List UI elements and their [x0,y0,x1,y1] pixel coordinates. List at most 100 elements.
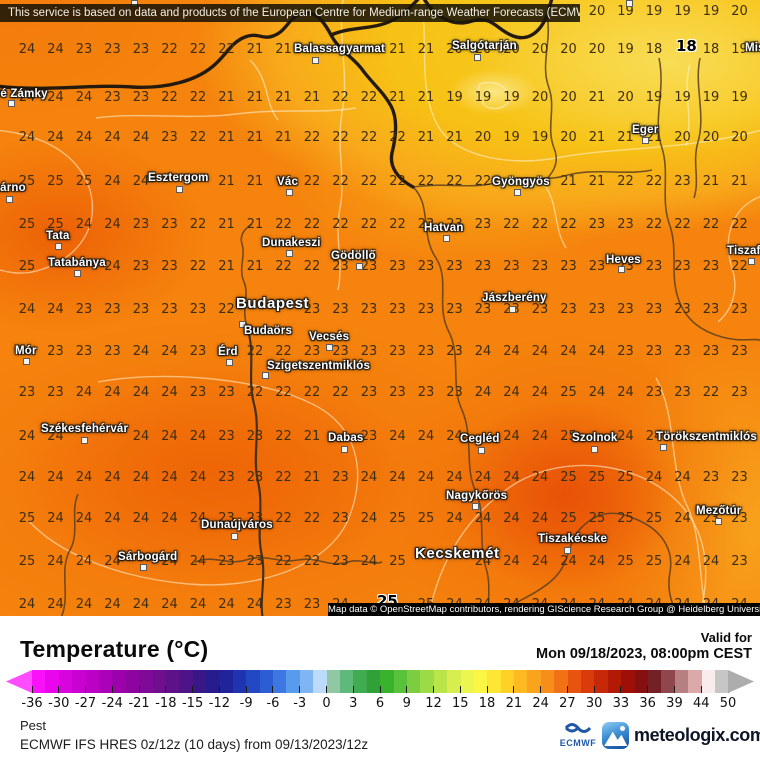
temp-value: 24 [360,511,378,526]
temp-value: 25 [560,470,577,485]
temp-value: 23 [360,385,378,400]
temp-value: 22 [218,42,235,57]
temp-value: 23 [132,302,150,317]
city-label: Nové Zámky [0,88,48,100]
temp-value: 21 [246,90,264,105]
temp-value: 21 [303,470,321,485]
temp-value: 23 [617,302,634,317]
temp-value: 24 [104,217,121,232]
city-marker [642,137,649,144]
temp-value: 19 [617,4,634,19]
temp-value: 22 [702,385,720,400]
temp-value: 24 [132,597,150,612]
temp-value: 24 [75,217,93,232]
city-label: Eger [632,124,659,136]
temp-value: 23 [617,344,634,359]
temp-value: 20 [531,90,549,105]
colorbar-strip [500,670,515,693]
temp-value: 21 [588,130,606,145]
city-marker [226,359,233,366]
temp-value: 22 [189,90,207,105]
colorbar-tick-label: -9 [239,696,253,711]
temp-value: 23 [446,217,463,232]
ecmwf-logo-text: ECMWF [559,738,597,748]
attribution-text: Map data © OpenStreetMap contributors, r… [328,604,760,615]
colorbar-strip [32,670,46,693]
meteologix-logo: meteologix.com [602,722,760,749]
temp-value: 24 [218,597,235,612]
temp-value: 23 [474,259,492,274]
temp-value: 22 [503,217,520,232]
temp-value: 24 [75,470,93,485]
city-label: Hatvan [424,222,464,234]
temp-value: 23 [560,302,577,317]
temp-value: 24 [18,597,36,612]
temp-value: 24 [18,470,36,485]
colorbar-strip [72,670,86,693]
temp-value: 24 [531,344,549,359]
temp-value: 23 [389,385,406,400]
colorbar-tick-label: -18 [155,696,177,711]
temp-value: 24 [132,385,150,400]
valid-time-value: Mon 09/18/2023, 08:00pm CEST [536,646,752,662]
temp-value: 23 [645,302,663,317]
temp-value: 22 [731,259,748,274]
temp-value: 19 [617,42,634,57]
colorbar-strip [661,670,675,693]
temp-value: 22 [161,90,178,105]
city-label: Esztergom [148,172,209,184]
city-label: Tiszakécske [538,533,608,545]
colorbar-strip [621,670,635,693]
colorbar-strip [420,670,434,693]
temp-value: 24 [474,344,492,359]
temp-value: 24 [189,429,207,444]
temp-value: 24 [189,554,207,569]
city-marker [55,243,62,250]
colorbar-strips [31,670,729,693]
temp-value: 24 [75,90,93,105]
temp-value: 21 [617,130,634,145]
temp-value: 25 [18,174,36,189]
temp-value: 20 [474,130,492,145]
colorbar-tick [245,686,247,693]
temp-value: 22 [332,217,349,232]
temp-value: 23 [75,344,93,359]
temp-value: 23 [332,511,349,526]
temp-value: 24 [189,470,207,485]
city-label: Budapest [236,295,310,312]
colorbar-strip [286,670,300,693]
temp-value: 24 [104,259,121,274]
temp-value: 19 [674,90,691,105]
city-marker [626,0,633,7]
temp-value: 20 [588,42,606,57]
colorbar-strip [339,670,354,693]
temp-value: 25 [617,554,634,569]
temp-value: 20 [731,130,748,145]
temp-value: 23 [588,217,606,232]
city-label: Szigetszentmiklós [267,360,371,372]
temp-value: 21 [417,90,435,105]
temp-value: 24 [531,385,549,400]
colorbar-tick-label: 0 [322,696,331,711]
temp-value: 24 [474,511,492,526]
colorbar-strip [125,670,140,693]
temp-value: 24 [18,90,36,105]
temp-value: 24 [161,385,178,400]
city-marker [140,564,147,571]
temp-value: 24 [446,511,463,526]
colorbar-tick [406,686,408,693]
temp-value: 24 [417,429,435,444]
temp-value: 25 [617,511,634,526]
colorbar-tick-label: -24 [101,696,123,711]
temp-value: 25 [389,511,406,526]
temp-value: 19 [702,4,720,19]
temp-value: 25 [560,429,577,444]
colorbar-strip [567,670,582,693]
city-label: Budaörs [244,325,293,337]
temp-value: 23 [531,259,549,274]
temp-value: 24 [161,554,178,569]
temp-value: 23 [731,470,748,485]
temp-value: 21 [246,130,264,145]
city-marker [176,186,183,193]
colorbar-tick [138,686,140,693]
